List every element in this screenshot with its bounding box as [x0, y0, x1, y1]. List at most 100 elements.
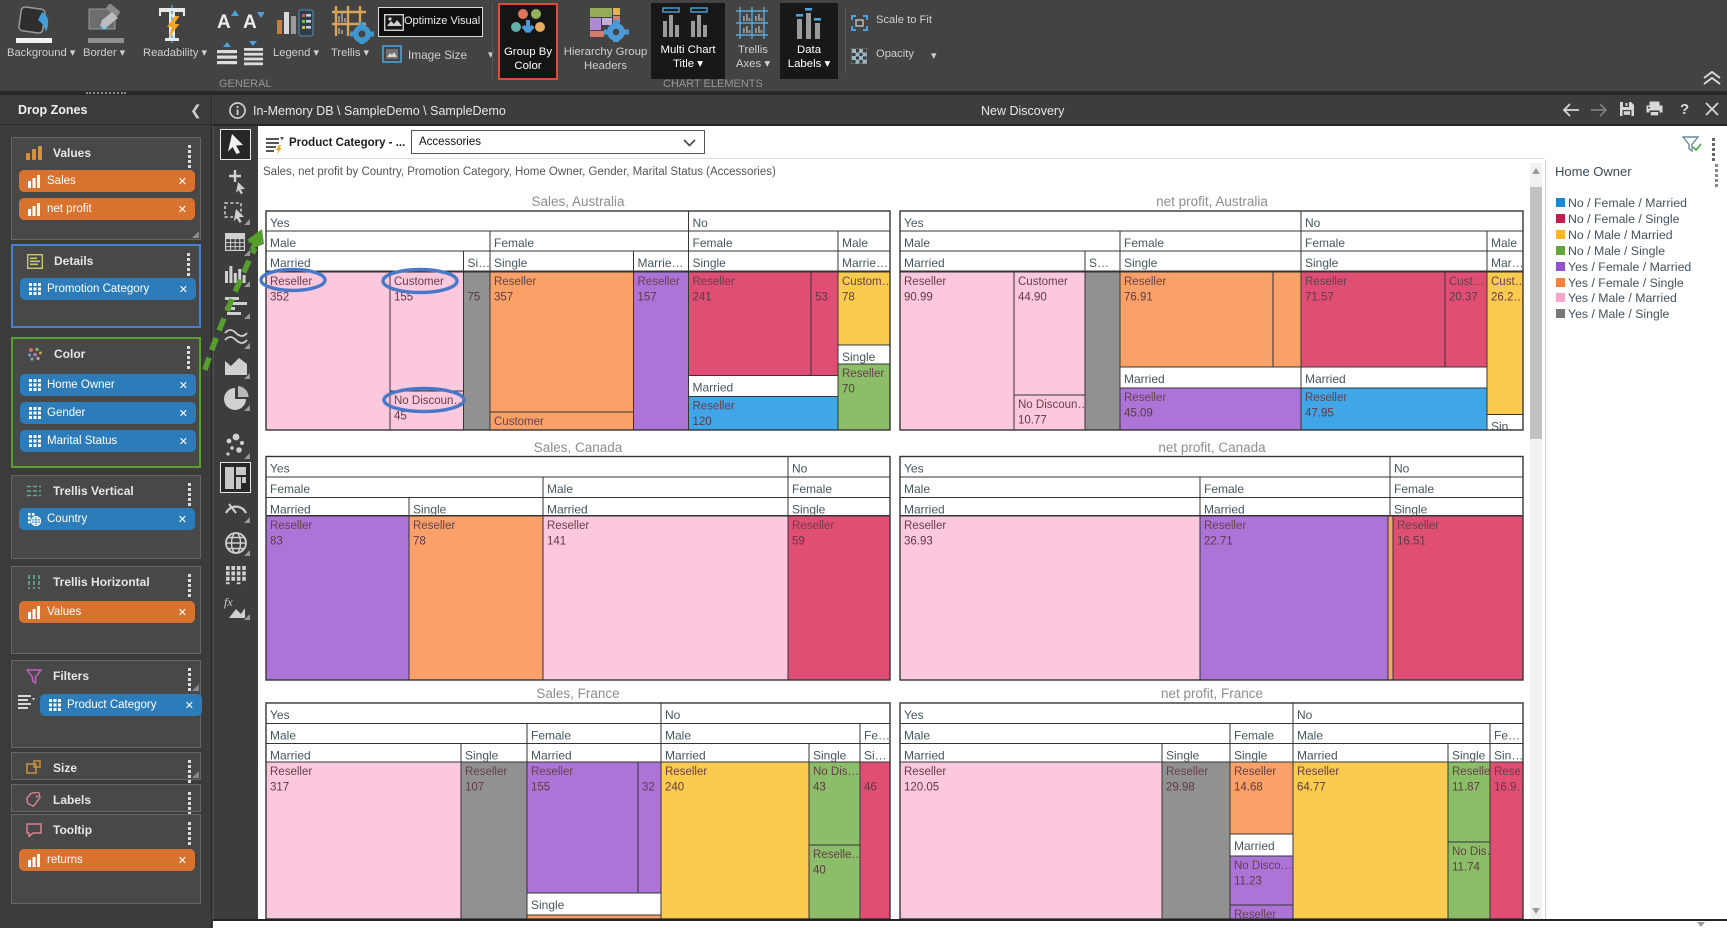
svg-text:46: 46: [864, 782, 877, 794]
svg-text:No Dis…: No Dis…: [813, 766, 859, 778]
svg-text:Reseller: Reseller: [1204, 520, 1246, 532]
svg-text:Female: Female: [792, 482, 832, 496]
svg-text:No Dis…: No Dis…: [1452, 846, 1498, 858]
svg-text:Married: Married: [1297, 749, 1338, 763]
svg-text:47.95: 47.95: [1305, 408, 1334, 420]
svg-text:Reseller: Reseller: [1124, 392, 1166, 404]
svg-text:Reseller: Reseller: [1305, 392, 1347, 404]
svg-text:Female: Female: [531, 729, 571, 743]
svg-text:Single: Single: [1234, 749, 1268, 763]
svg-text:71.57: 71.57: [1305, 292, 1334, 304]
svg-text:Reseller: Reseller: [547, 520, 589, 532]
svg-text:Sin…: Sin…: [1494, 749, 1523, 763]
svg-text:Single: Single: [792, 503, 826, 517]
svg-text:Married: Married: [1234, 839, 1275, 853]
svg-text:Reseller: Reseller: [1452, 766, 1494, 778]
svg-text:Yes: Yes: [270, 708, 290, 722]
svg-text:Reseller: Reseller: [270, 276, 312, 288]
svg-text:59: 59: [792, 536, 805, 548]
svg-text:Single: Single: [693, 256, 727, 270]
svg-text:Single: Single: [842, 350, 876, 364]
svg-text:Customer: Customer: [494, 416, 544, 428]
svg-text:317: 317: [270, 782, 289, 794]
svg-text:16.9…: 16.9…: [1494, 782, 1528, 794]
svg-text:Si…: Si…: [864, 749, 887, 763]
svg-text:83: 83: [270, 536, 283, 548]
svg-text:Single: Single: [531, 898, 565, 912]
svg-text:Reseller: Reseller: [638, 276, 680, 288]
svg-text:Reseller: Reseller: [270, 520, 312, 532]
svg-text:Married: Married: [693, 381, 734, 395]
svg-text:Married: Married: [904, 503, 945, 517]
svg-text:32: 32: [642, 782, 655, 794]
svg-text:net profit, France: net profit, France: [1161, 686, 1263, 701]
svg-text:Reseller: Reseller: [1234, 909, 1276, 921]
svg-text:Single: Single: [465, 749, 499, 763]
svg-text:No: No: [1305, 216, 1321, 230]
svg-text:Reseller: Reseller: [842, 368, 884, 380]
svg-text:No Discoun…: No Discoun…: [394, 395, 465, 407]
svg-text:Reseller: Reseller: [1234, 766, 1276, 778]
svg-text:120: 120: [693, 416, 712, 428]
svg-text:22.71: 22.71: [1204, 536, 1233, 548]
svg-text:Male: Male: [842, 236, 868, 250]
svg-text:40: 40: [813, 865, 826, 877]
svg-text:Reseller: Reseller: [904, 766, 946, 778]
svg-text:11.23: 11.23: [1234, 876, 1262, 888]
svg-text:No: No: [693, 216, 709, 230]
svg-text:Reseller: Reseller: [1297, 766, 1339, 778]
svg-text:net profit, Canada: net profit, Canada: [1158, 440, 1266, 455]
svg-text:Married: Married: [547, 503, 588, 517]
svg-text:120.05: 120.05: [904, 782, 939, 794]
svg-text:Male: Male: [270, 236, 296, 250]
svg-text:Single: Single: [494, 256, 528, 270]
svg-text:Yes: Yes: [270, 462, 290, 476]
svg-text:Custom…: Custom…: [842, 276, 893, 288]
svg-text:20.37: 20.37: [1449, 292, 1478, 304]
svg-text:Married: Married: [1124, 372, 1165, 386]
svg-text:Single: Single: [1394, 503, 1428, 517]
svg-text:Sales, France: Sales, France: [536, 686, 619, 701]
svg-text:Single: Single: [1124, 256, 1158, 270]
svg-text:14.68: 14.68: [1234, 782, 1263, 794]
svg-text:Customer: Customer: [1018, 276, 1068, 288]
svg-text:No Discoun…: No Discoun…: [1018, 399, 1089, 411]
svg-text:Reseller: Reseller: [904, 276, 946, 288]
svg-text:Married: Married: [904, 256, 945, 270]
svg-text:Female: Female: [1124, 236, 1164, 250]
svg-text:A: A: [217, 12, 231, 33]
svg-text:Sales, Australia: Sales, Australia: [531, 194, 625, 209]
svg-text:Male: Male: [904, 482, 930, 496]
svg-text:Yes: Yes: [270, 216, 290, 230]
svg-text:45.09: 45.09: [1124, 408, 1153, 420]
svg-text:Customer: Customer: [394, 276, 444, 288]
svg-text:Sin…: Sin…: [1491, 420, 1520, 434]
svg-text:Married: Married: [1204, 503, 1245, 517]
svg-text:Female: Female: [1394, 482, 1434, 496]
svg-text:Female: Female: [270, 482, 310, 496]
svg-text:Married: Married: [904, 749, 945, 763]
svg-text:70: 70: [842, 384, 855, 396]
svg-text:Yes: Yes: [904, 708, 924, 722]
svg-text:64.77: 64.77: [1297, 782, 1326, 794]
svg-text:Fe…: Fe…: [1494, 729, 1520, 743]
svg-text:Si…: Si…: [468, 256, 491, 270]
svg-text:44.90: 44.90: [1018, 292, 1047, 304]
svg-text:357: 357: [494, 292, 513, 304]
svg-text:Female: Female: [1204, 482, 1244, 496]
svg-text:Female: Female: [1305, 236, 1345, 250]
svg-text:36.93: 36.93: [904, 536, 933, 548]
svg-text:75: 75: [468, 292, 481, 304]
svg-text:107: 107: [465, 782, 484, 794]
svg-text:Marrie…: Marrie…: [842, 256, 888, 270]
svg-text:Male: Male: [270, 729, 296, 743]
svg-text:No Disco…: No Disco…: [1234, 860, 1292, 872]
svg-text:Reselle…: Reselle…: [813, 849, 863, 861]
svg-text:No: No: [1297, 708, 1313, 722]
svg-text:Single: Single: [1166, 749, 1200, 763]
svg-text:241: 241: [693, 292, 712, 304]
svg-text:10.77: 10.77: [1018, 415, 1047, 427]
svg-text:Female: Female: [693, 236, 733, 250]
svg-text:53: 53: [815, 292, 828, 304]
svg-text:S…: S…: [1089, 256, 1109, 270]
